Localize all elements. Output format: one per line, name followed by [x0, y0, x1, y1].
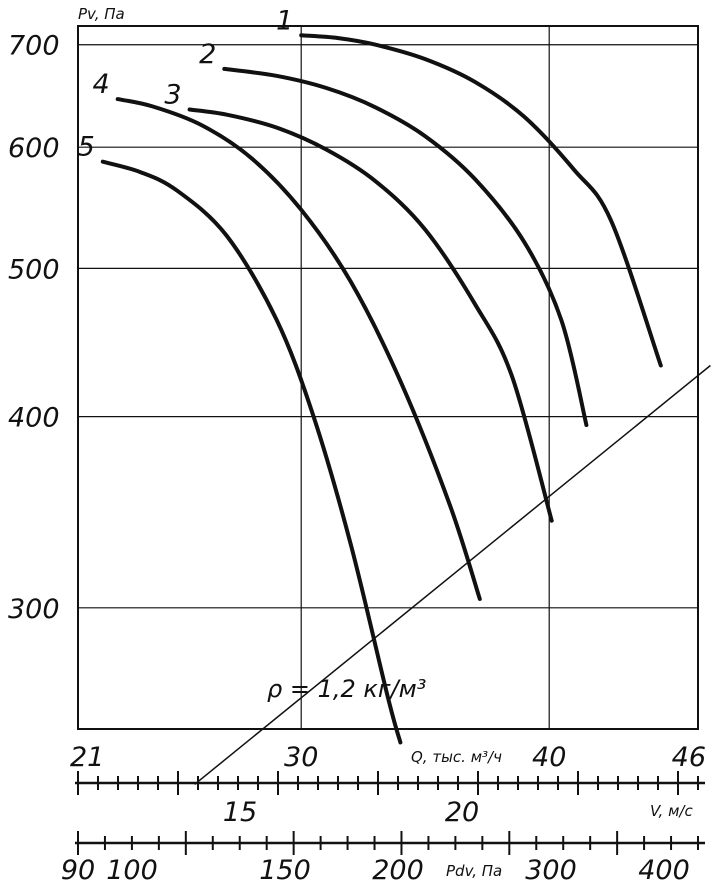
x-tick-label: 46 [672, 742, 706, 773]
series-curves [100, 33, 663, 745]
y-tick-label: 600 [8, 133, 60, 164]
v-scale-ticks [77, 771, 699, 795]
x-tick-label: 21 [70, 742, 104, 773]
system-characteristic-line [194, 364, 711, 785]
x-axis-label: Q, тыс. м³/ч [411, 748, 502, 766]
y-axis-label: Pv, Па [78, 5, 125, 23]
v-scale-label: 15 [223, 797, 257, 828]
curve-label-4: 4 [92, 69, 109, 100]
plot-frame [77, 25, 699, 730]
x-tick-label: 40 [532, 742, 566, 773]
system-line-layer [194, 364, 711, 785]
density-annotation: ρ = 1,2 кг/м³ [267, 675, 426, 703]
y-tick-label: 700 [8, 31, 60, 62]
x-tick-labels: 21 30 40 46 [70, 742, 706, 773]
pdv-scale-label: 90 [61, 855, 95, 886]
curve-3 [187, 107, 554, 523]
curve-label-1: 1 [276, 5, 293, 36]
pdv-scale-label: 100 [106, 855, 158, 886]
y-tick-label: 300 [8, 594, 60, 625]
pdv-scale-label: 150 [259, 855, 311, 886]
pdv-scale-labels: 90 100 150 200 300 400 [61, 855, 690, 886]
pdv-scale-label: 200 [372, 855, 424, 886]
v-scale-label: 20 [445, 797, 479, 828]
pdv-scale-ticks [77, 831, 699, 855]
curve-5 [100, 159, 403, 745]
x-tick-label: 30 [284, 742, 318, 773]
v-scale-axis-label: V, м/с [650, 802, 693, 820]
curve-label-2: 2 [199, 39, 216, 70]
pdv-scale-axis-label: Pdv, Па [446, 862, 502, 880]
y-tick-label: 500 [8, 254, 60, 285]
curve-label-5: 5 [78, 132, 95, 163]
y-tick-label: 400 [8, 403, 60, 434]
curve-label-3: 3 [164, 79, 181, 110]
curve-4 [115, 97, 482, 601]
curve-1 [299, 33, 663, 368]
y-tick-labels: 300 400 500 600 700 [8, 31, 60, 625]
v-scale-labels: 15 20 [223, 797, 479, 828]
curve-2 [222, 66, 589, 427]
grid-lines [78, 26, 698, 729]
pdv-scale-label: 400 [638, 855, 690, 886]
pdv-scale-label: 300 [525, 855, 577, 886]
